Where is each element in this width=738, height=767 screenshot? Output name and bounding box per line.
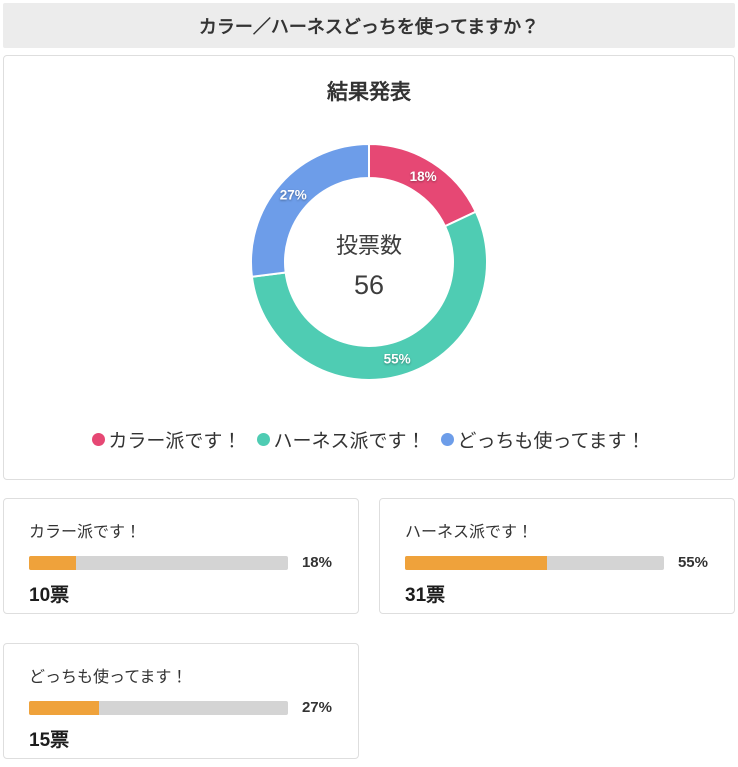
legend-dot-icon [257,433,271,446]
vote-count: 10票 [29,585,70,606]
result-card-collar: カラー派です！ 18% 10票 [3,498,359,614]
legend-item-both[interactable]: どっちも使ってます！ [441,426,646,453]
chart-title: 結果発表 [327,81,411,104]
vote-percent-label: 18% [301,554,332,571]
vote-bar-row: 27% [29,699,332,716]
result-cards-grid: カラー派です！ 18% 10票 ハーネス派です！ 55% 31票 どっちも使って… [3,498,735,759]
vote-count: 31票 [405,585,446,606]
vote-percent-label: 27% [301,699,332,716]
legend-label: カラー派です！ [108,431,242,452]
donut-center-value: 56 [354,270,384,300]
vote-bar-fill [29,555,76,570]
legend-dot-icon [441,433,455,446]
vote-bar-track [29,700,288,715]
legend-label: ハーネス派です！ [273,431,426,452]
vote-bar-row: 18% [29,554,332,571]
vote-bar-fill [29,700,99,715]
vote-bar-track [405,555,664,570]
chart-legend: カラー派です！ ハーネス派です！ どっちも使ってます！ [4,426,734,453]
poll-chart-card: 結果発表 18% 55% 27% 投票数 56 カラー派です！ ハーネス派です！ どっち… [3,55,735,480]
result-option-label: どっちも使ってます！ [29,669,188,686]
slice-percent-label: 55% [384,351,411,366]
vote-bar-row: 55% [405,554,708,571]
result-option-label: カラー派です！ [29,524,142,541]
legend-label: どっちも使ってます！ [457,431,646,452]
legend-dot-icon [92,433,106,446]
legend-item-collar[interactable]: カラー派です！ [92,426,241,453]
donut-slice [250,142,370,278]
donut-chart-wrap: 18% 55% 27% 投票数 56 [4,112,734,412]
poll-question-title: カラー／ハーネスどっちを使ってますか？ [198,16,540,37]
poll-question-header: カラー／ハーネスどっちを使ってますか？ [3,3,735,48]
donut-chart: 18% 55% 27% 投票数 56 [250,142,488,381]
donut-slice [368,142,478,228]
slice-percent-label: 27% [280,188,307,203]
vote-percent-label: 55% [677,554,708,571]
result-card-both: どっちも使ってます！ 27% 15票 [3,643,359,759]
vote-count: 15票 [29,730,70,751]
donut-center-label: 投票数 [336,233,402,258]
vote-bar-track [29,555,288,570]
legend-item-harness[interactable]: ハーネス派です！ [257,426,425,453]
result-option-label: ハーネス派です！ [405,524,534,541]
donut-slice [250,210,488,381]
slice-percent-label: 18% [410,169,437,184]
vote-bar-fill [405,555,548,570]
result-card-harness: ハーネス派です！ 55% 31票 [379,498,735,614]
